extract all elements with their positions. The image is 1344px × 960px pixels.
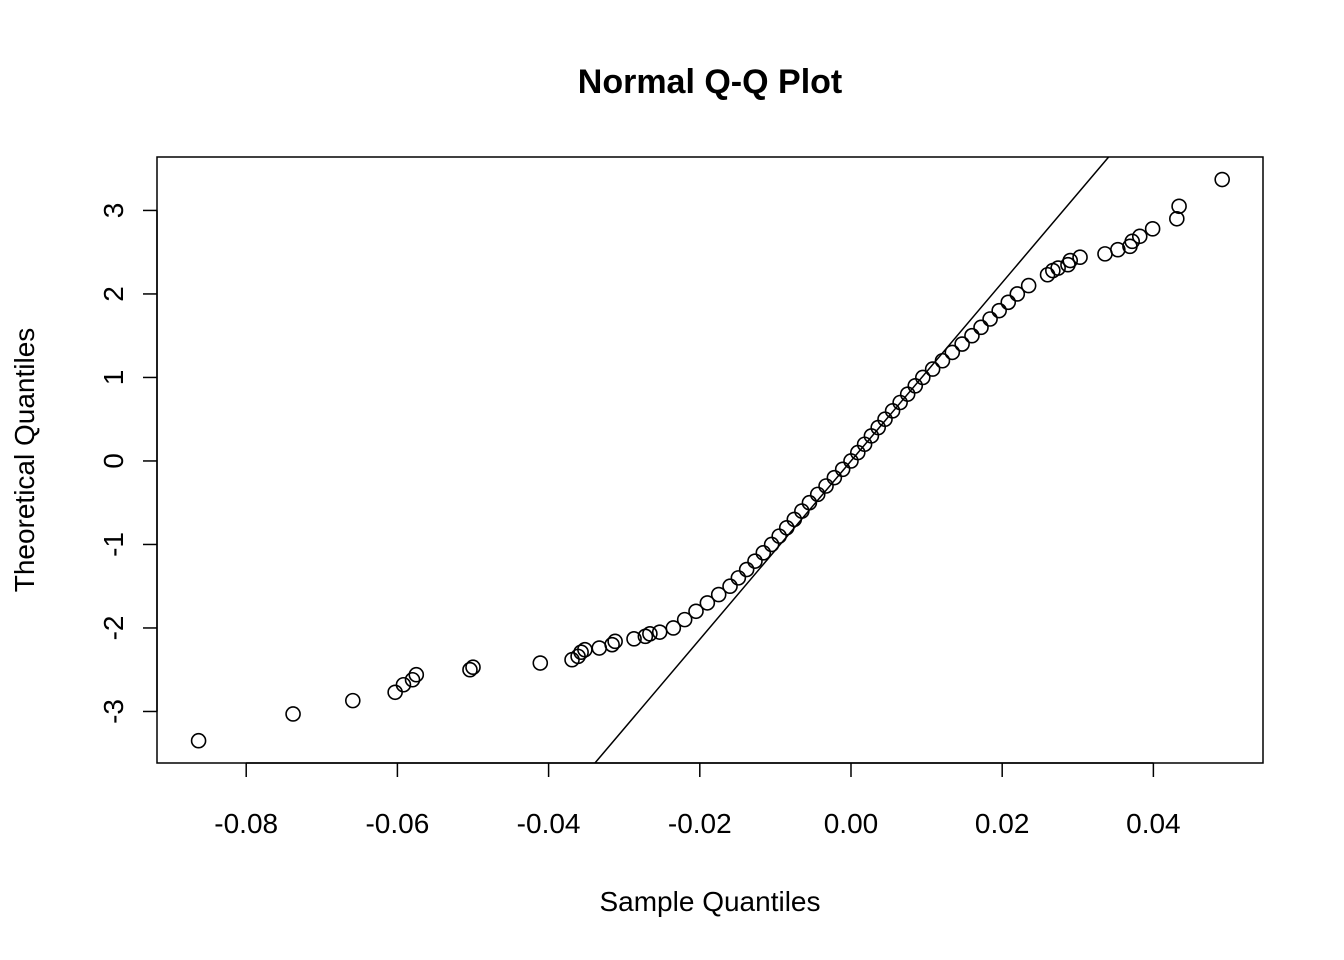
data-point (404, 671, 421, 688)
data-point (395, 676, 412, 693)
x-tick-label: 0.02 (975, 808, 1030, 839)
y-axis: -3 -2 -1 0 1 2 3 (98, 203, 158, 724)
data-point (973, 319, 989, 336)
data-point (532, 655, 549, 671)
x-axis-label: Sample Quantiles (599, 886, 820, 917)
x-tick-label: 0.00 (824, 808, 879, 839)
data-point (818, 478, 834, 494)
data-point (344, 692, 361, 709)
data-point (408, 666, 425, 683)
data-point (991, 302, 1007, 319)
data-point (1009, 286, 1026, 302)
data-point (786, 511, 803, 528)
data-point (747, 553, 763, 569)
x-axis: -0.08 -0.06 -0.04 -0.02 0.00 0.02 0.04 (214, 762, 1181, 839)
y-tick-label: 1 (98, 370, 129, 386)
data-point (826, 469, 843, 486)
data-point (801, 494, 818, 511)
data-point (1050, 260, 1066, 276)
data-point (778, 519, 795, 536)
data-point (665, 620, 682, 636)
data-point (190, 732, 207, 749)
data-point (710, 586, 727, 603)
data-point (1131, 228, 1148, 245)
data-point (1171, 198, 1187, 215)
y-tick-label: 0 (98, 453, 129, 469)
data-point (738, 561, 755, 578)
data-point (626, 631, 642, 647)
data-point (676, 611, 693, 628)
data-point (755, 545, 772, 561)
data-point (1169, 210, 1185, 227)
y-tick-label: -2 (98, 616, 129, 641)
data-point (1072, 249, 1088, 266)
data-point (1144, 221, 1161, 237)
data-point (1020, 277, 1037, 294)
data-point (1062, 252, 1079, 269)
data-point (1214, 171, 1230, 188)
x-tick-label: -0.08 (214, 808, 278, 839)
data-point (642, 626, 658, 642)
y-tick-label: 3 (98, 203, 129, 219)
plot-frame (156, 156, 1264, 764)
y-tick-label: 2 (98, 286, 129, 302)
data-point (794, 503, 810, 519)
data-point (604, 636, 620, 653)
data-point (1110, 241, 1126, 258)
data-point (964, 327, 980, 344)
qq-reference-line (594, 156, 1110, 764)
x-tick-label: -0.06 (365, 808, 429, 839)
x-tick-label: -0.02 (668, 808, 732, 839)
data-point (763, 536, 780, 553)
data-point (944, 344, 961, 361)
data-point (834, 461, 851, 478)
data-point (771, 528, 787, 544)
data-point (1124, 233, 1141, 250)
y-axis-label: Theoretical Quantiles (9, 328, 40, 593)
data-point (591, 640, 608, 656)
data-point (924, 361, 941, 377)
data-point (387, 684, 403, 701)
data-point (573, 644, 589, 660)
data-point (607, 633, 623, 650)
data-point (651, 624, 668, 640)
x-tick-label: 0.04 (1126, 808, 1181, 839)
data-point (462, 661, 478, 678)
data-point (465, 659, 481, 676)
data-point (982, 311, 998, 327)
data-point (688, 603, 704, 620)
chart-title: Normal Q-Q Plot (578, 63, 842, 101)
x-tick-label: -0.04 (517, 808, 581, 839)
data-point (934, 352, 951, 369)
points (190, 171, 1230, 749)
y-tick-label: -1 (98, 532, 129, 557)
data-point (699, 595, 716, 611)
data-point (1000, 294, 1017, 311)
data-point (1097, 246, 1113, 262)
data-point (915, 369, 931, 386)
data-point (722, 578, 738, 595)
data-point (285, 706, 301, 722)
data-point (809, 486, 826, 503)
y-tick-label: -3 (98, 699, 129, 724)
data-point (954, 336, 970, 352)
data-point (730, 570, 747, 586)
